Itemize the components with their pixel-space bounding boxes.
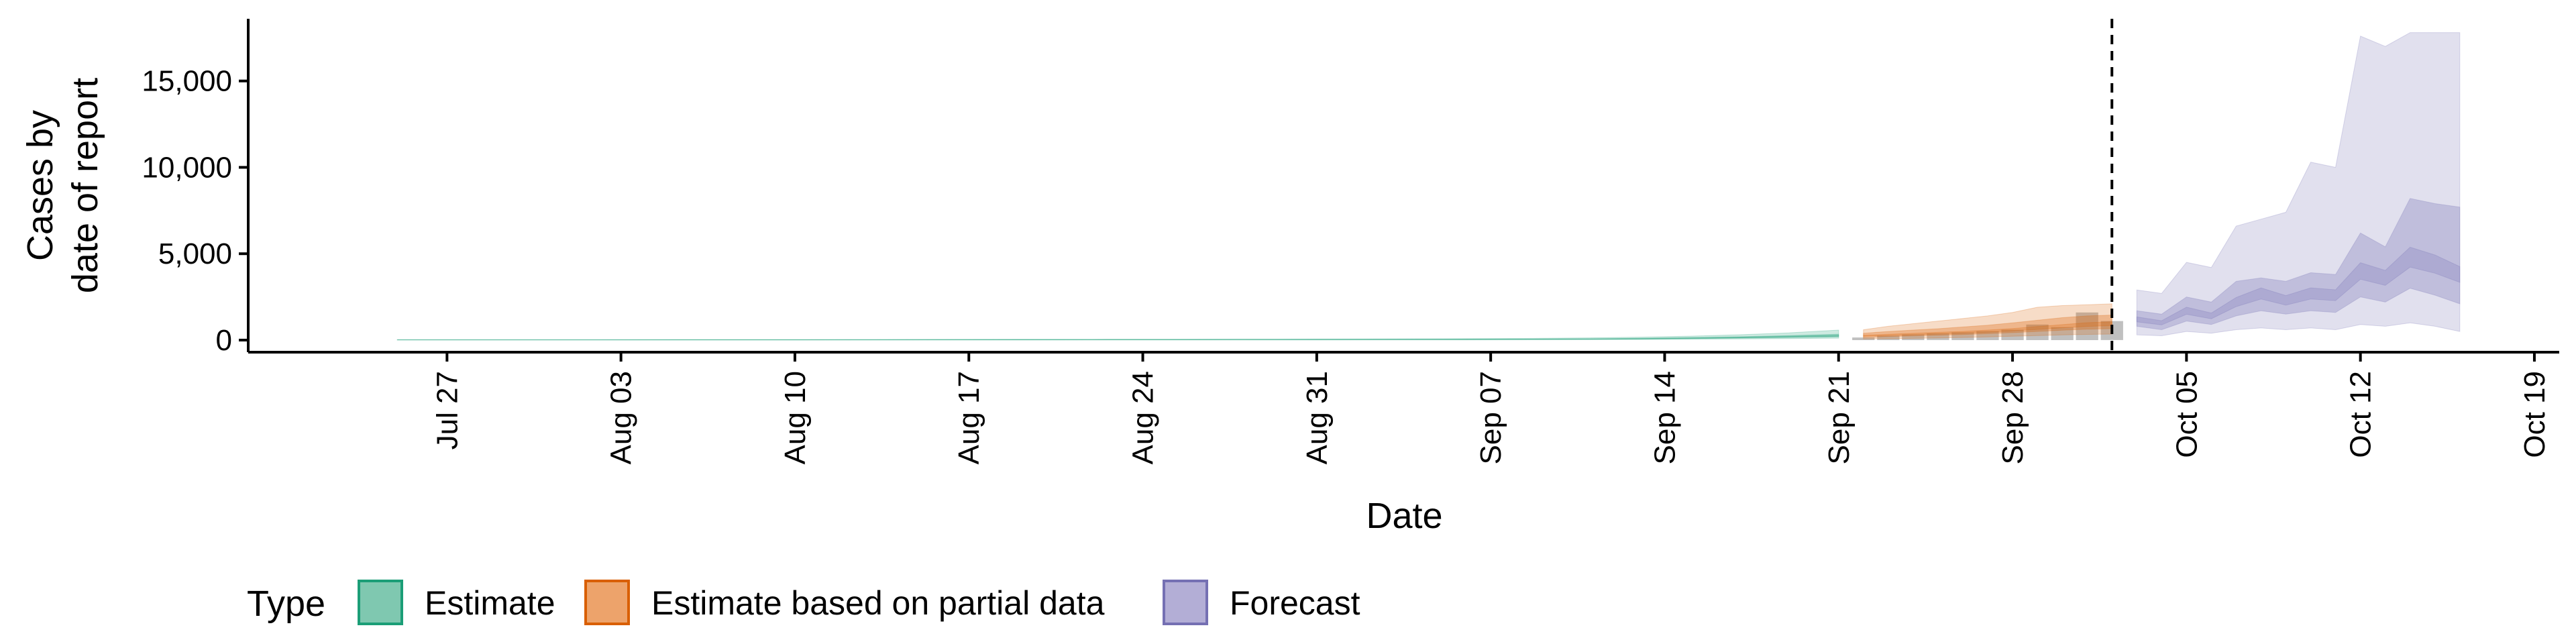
x-tick-label: Aug 03 — [605, 371, 638, 464]
legend: Type Estimate Estimate based on partial da… — [247, 580, 1360, 625]
y-tick-label: 5,000 — [158, 237, 232, 270]
ribbon-90-0 — [396, 329, 1839, 341]
x-tick-label: Aug 10 — [779, 371, 812, 464]
ribbons-layer — [396, 32, 2461, 341]
x-tick-label: Oct 19 — [2518, 371, 2551, 458]
y-axis-title-line-2: date of report — [65, 78, 105, 293]
y-tick-label: 0 — [216, 324, 232, 357]
ribbon-median-2 — [2136, 246, 2461, 325]
y-axis-title-line-1: Cases by — [20, 110, 60, 261]
reported-bar — [1927, 333, 1949, 340]
ribbon-50-0 — [396, 333, 1839, 341]
ribbon-90-1 — [1863, 303, 2112, 339]
legend-title: Type — [247, 584, 325, 624]
reported-bar — [2001, 329, 2024, 340]
legend-key-1 — [584, 580, 630, 625]
ribbon-50-2 — [2136, 198, 2461, 331]
x-tick-label: Aug 31 — [1301, 371, 1334, 464]
x-tick-label: Oct 12 — [2345, 371, 2377, 458]
x-tick-label: Aug 24 — [1127, 371, 1160, 464]
reported-bar — [2026, 324, 2049, 340]
x-tick-label: Sep 21 — [1823, 371, 1856, 464]
reported-bar — [1877, 335, 1900, 340]
x-tick-label: Sep 28 — [1996, 371, 2029, 464]
x-axis-title: Date — [1366, 496, 1442, 536]
ribbon-median-0 — [396, 335, 1839, 341]
legend-key-2 — [1163, 580, 1208, 625]
y-tick-label: 10,000 — [142, 151, 232, 184]
reported-bar — [1976, 331, 1999, 340]
reported-bar — [1951, 332, 1974, 340]
x-tick-label: Aug 17 — [953, 371, 985, 464]
x-tick-label: Oct 05 — [2170, 371, 2203, 458]
legend-key-0 — [358, 580, 403, 625]
y-tick-label: 15,000 — [142, 65, 232, 98]
legend-label-0: Estimate — [425, 584, 555, 622]
x-tick-label: Sep 14 — [1649, 371, 1682, 464]
x-tick-label: Jul 27 — [431, 371, 464, 449]
reported-bar — [2051, 327, 2074, 340]
axis-labels-layer: 0 5,000 10,000 15,000 Jul 27 Aug 03 Aug 10 Aug … — [20, 65, 2551, 536]
axes-layer — [239, 19, 2559, 362]
reported-bar — [2076, 312, 2098, 340]
x-tick-label: Sep 07 — [1474, 371, 1507, 464]
reported-bar — [1852, 337, 1875, 340]
legend-label-2: Forecast — [1230, 584, 1360, 622]
legend-label-1: Estimate based on partial data — [651, 584, 1105, 622]
reported-bar — [1902, 334, 1925, 340]
y-axis-title: Cases by date of report — [20, 78, 105, 293]
ribbon-90-2 — [2136, 32, 2461, 337]
